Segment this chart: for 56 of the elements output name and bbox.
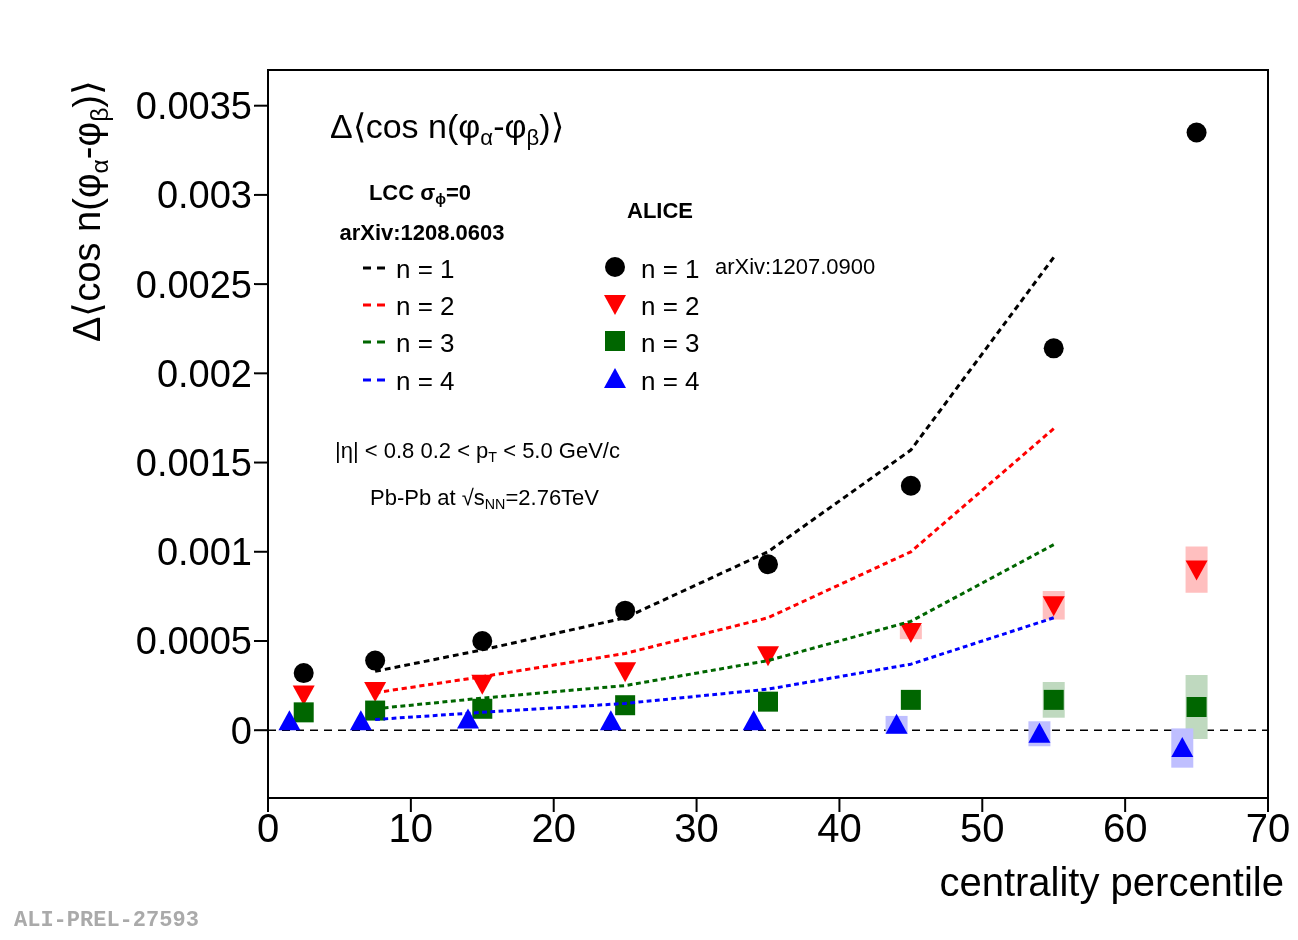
legend-label: n = 4 xyxy=(641,366,700,396)
point xyxy=(1043,689,1064,710)
legend-label: n = 2 xyxy=(396,291,455,321)
text: Δ⟨cos n(φ$_{α}$-φ$_{β}$)⟩ xyxy=(330,107,564,150)
legend-label: n = 4 xyxy=(396,366,455,396)
point xyxy=(365,650,386,671)
point xyxy=(758,554,778,575)
point xyxy=(278,710,301,731)
legend-label: n = 3 xyxy=(396,328,455,358)
x-tick-label: 60 xyxy=(1102,806,1148,851)
annotation: Pb-Pb at √s$_{NN}$=2.76TeV xyxy=(370,485,600,513)
legend-label: n = 2 xyxy=(641,291,700,321)
text: ALI-PREL-27593 xyxy=(14,908,199,933)
y-tick-label: 0.003 xyxy=(156,174,252,217)
x-axis-title: centrality percentile xyxy=(939,860,1284,904)
y-tick-label: 0 xyxy=(230,709,252,752)
y-tick-label: 0.0015 xyxy=(135,442,252,485)
annotation: ALICE xyxy=(627,198,693,223)
point xyxy=(900,689,921,710)
point xyxy=(1186,122,1207,143)
x-tick-label: 0 xyxy=(256,806,280,851)
point xyxy=(1042,596,1065,617)
point xyxy=(293,702,314,723)
legend-label: n = 1 xyxy=(396,254,455,284)
point xyxy=(758,691,778,712)
point xyxy=(615,600,636,621)
annotation: arXiv:1208.0603 xyxy=(339,220,505,245)
point xyxy=(349,710,372,731)
point xyxy=(1171,737,1194,758)
x-tick-label: 70 xyxy=(1245,806,1291,851)
legend-label: n = 1 xyxy=(641,254,700,284)
point xyxy=(1185,560,1208,581)
annotation: |η| < 0.8 0.2 < p$_{T}$ < 5.0 GeV/c xyxy=(335,438,620,466)
point xyxy=(364,681,387,702)
legend-label: n = 3 xyxy=(641,328,700,358)
point xyxy=(1043,338,1064,359)
point xyxy=(599,710,622,731)
x-tick-label: 40 xyxy=(817,806,862,851)
point xyxy=(742,710,765,731)
point xyxy=(293,663,314,684)
point xyxy=(614,662,637,683)
y-tick-label: 0.0035 xyxy=(135,85,252,128)
point xyxy=(757,646,779,667)
point xyxy=(900,475,921,496)
annotation: arXiv:1207.0900 xyxy=(715,254,876,279)
x-tick-label: 20 xyxy=(531,806,576,851)
y-tick-label: 0.001 xyxy=(156,531,252,574)
point xyxy=(1186,697,1207,717)
x-tick-label: 50 xyxy=(960,806,1005,851)
y-tick-label: 0.002 xyxy=(156,352,252,395)
y-tick-label: 0.0005 xyxy=(135,620,252,663)
y-tick-label: 0.0025 xyxy=(135,263,252,306)
point xyxy=(472,630,493,651)
x-tick-label: 30 xyxy=(674,806,719,851)
annotation: LCC σ$_{ϕ}$=0 xyxy=(368,180,472,208)
x-tick-label: 10 xyxy=(388,806,434,851)
